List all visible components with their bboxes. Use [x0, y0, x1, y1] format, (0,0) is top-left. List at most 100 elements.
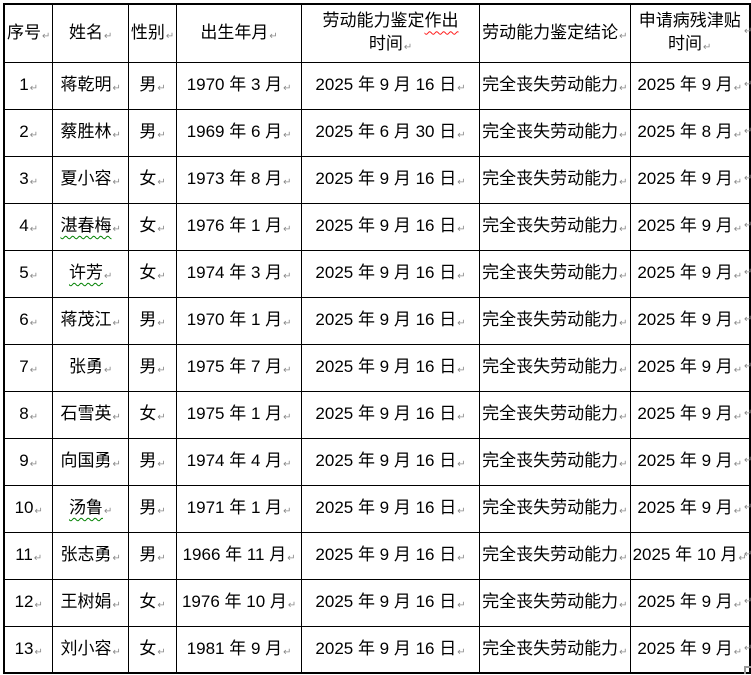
- apply-date-cell[interactable]: 2025 年 9 月↵: [629, 578, 751, 627]
- assessment-date-cell[interactable]: 2025 年 6 月 30 日↵: [300, 108, 481, 157]
- name-cell[interactable]: 石雪英↵: [52, 390, 129, 439]
- apply-date-cell[interactable]: 2025 年 8 月↵: [629, 108, 751, 157]
- header-conclusion-cell[interactable]: 劳动能力鉴定结论↵: [479, 3, 631, 63]
- serial-cell[interactable]: 4↵: [3, 202, 54, 251]
- assessment-date-cell[interactable]: 2025 年 9 月 16 日↵: [300, 296, 481, 345]
- birth-date-cell[interactable]: 1970 年 3 月↵: [176, 61, 302, 110]
- assessment-date-cell[interactable]: 2025 年 9 月 16 日↵: [300, 578, 481, 627]
- assessment-date-cell[interactable]: 2025 年 9 月 16 日↵: [300, 343, 481, 392]
- name-cell[interactable]: 湛春梅↵: [52, 202, 129, 251]
- conclusion-cell[interactable]: 完全丧失劳动能力↵: [479, 484, 631, 533]
- assessment-date-cell[interactable]: 2025 年 9 月 16 日↵: [300, 484, 481, 533]
- conclusion-cell[interactable]: 完全丧失劳动能力↵: [479, 108, 631, 157]
- serial-cell[interactable]: 10↵: [3, 484, 54, 533]
- name-cell[interactable]: 张志勇↵: [52, 531, 129, 580]
- serial-cell[interactable]: 12↵: [3, 578, 54, 627]
- birth-date-cell[interactable]: 1981 年 9 月↵: [176, 625, 302, 674]
- conclusion-cell[interactable]: 完全丧失劳动能力↵: [479, 296, 631, 345]
- apply-date-cell[interactable]: 2025 年 9 月↵: [629, 155, 751, 204]
- serial-cell[interactable]: 7↵: [3, 343, 54, 392]
- gender-cell[interactable]: 女↵: [127, 578, 178, 627]
- header-name-cell[interactable]: 姓名↵: [52, 3, 129, 63]
- gender-cell[interactable]: 男↵: [127, 61, 178, 110]
- gender-cell[interactable]: 男↵: [127, 437, 178, 486]
- name-cell[interactable]: 刘小容↵: [52, 625, 129, 674]
- birth-date-cell[interactable]: 1975 年 1 月↵: [176, 390, 302, 439]
- birth-date-cell[interactable]: 1974 年 3 月↵: [176, 249, 302, 298]
- gender-cell[interactable]: 女↵: [127, 155, 178, 204]
- serial-cell[interactable]: 3↵: [3, 155, 54, 204]
- assessment-date-cell[interactable]: 2025 年 9 月 16 日↵: [300, 155, 481, 204]
- assessment-date-cell[interactable]: 2025 年 9 月 16 日↵: [300, 61, 481, 110]
- header-assessment-date-cell[interactable]: 劳动能力鉴定作出 时间↵: [300, 3, 481, 63]
- apply-date-cell[interactable]: 2025 年 9 月↵: [629, 343, 751, 392]
- conclusion-cell[interactable]: 完全丧失劳动能力↵: [479, 531, 631, 580]
- apply-date-cell[interactable]: 2025 年 9 月↵: [629, 249, 751, 298]
- birth-date-cell[interactable]: 1970 年 1 月↵: [176, 296, 302, 345]
- assessment-date-cell[interactable]: 2025 年 9 月 16 日↵: [300, 437, 481, 486]
- gender-cell[interactable]: 男↵: [127, 343, 178, 392]
- apply-date-cell[interactable]: 2025 年 9 月↵: [629, 484, 751, 533]
- conclusion-cell[interactable]: 完全丧失劳动能力↵: [479, 202, 631, 251]
- serial-cell[interactable]: 1↵: [3, 61, 54, 110]
- name-cell[interactable]: 蒋茂江↵: [52, 296, 129, 345]
- conclusion-cell[interactable]: 完全丧失劳动能力↵: [479, 625, 631, 674]
- name-cell[interactable]: 夏小容↵: [52, 155, 129, 204]
- conclusion-cell[interactable]: 完全丧失劳动能力↵: [479, 249, 631, 298]
- birth-date-cell[interactable]: 1973 年 8 月↵: [176, 155, 302, 204]
- apply-date-cell[interactable]: 2025 年 10 月↵: [629, 531, 751, 580]
- name-cell[interactable]: 蔡胜林↵: [52, 108, 129, 157]
- birth-date-cell[interactable]: 1976 年 1 月↵: [176, 202, 302, 251]
- table-resize-handle-icon[interactable]: [744, 666, 751, 674]
- serial-cell[interactable]: 9↵: [3, 437, 54, 486]
- serial-cell[interactable]: 6↵: [3, 296, 54, 345]
- name-cell[interactable]: 许芳↵: [52, 249, 129, 298]
- apply-date-cell[interactable]: 2025 年 9 月↵: [629, 61, 751, 110]
- apply-date-cell[interactable]: 2025 年 9 月↵: [629, 296, 751, 345]
- birth-date-cell[interactable]: 1971 年 1 月↵: [176, 484, 302, 533]
- serial-cell[interactable]: 11↵: [3, 531, 54, 580]
- assessment-date-cell[interactable]: 2025 年 9 月 16 日↵: [300, 531, 481, 580]
- gender-cell[interactable]: 男↵: [127, 531, 178, 580]
- header-birth-cell[interactable]: 出生年月↵: [176, 3, 302, 63]
- gender-cell[interactable]: 女↵: [127, 249, 178, 298]
- name-cell[interactable]: 王树娟↵: [52, 578, 129, 627]
- conclusion-cell[interactable]: 完全丧失劳动能力↵: [479, 578, 631, 627]
- apply-date-cell[interactable]: 2025 年 9 月↵: [629, 625, 751, 674]
- serial-cell[interactable]: 8↵: [3, 390, 54, 439]
- name-cell[interactable]: 蒋乾明↵: [52, 61, 129, 110]
- header-serial-cell[interactable]: 序号↵: [3, 3, 54, 63]
- gender-cell[interactable]: 女↵: [127, 390, 178, 439]
- assessment-date-cell[interactable]: 2025 年 9 月 16 日↵: [300, 390, 481, 439]
- gender-cell[interactable]: 男↵: [127, 296, 178, 345]
- gender-cell[interactable]: 男↵: [127, 108, 178, 157]
- name-cell[interactable]: 张勇↵: [52, 343, 129, 392]
- apply-date-cell[interactable]: 2025 年 9 月↵: [629, 202, 751, 251]
- birth-date-cell[interactable]: 1975 年 7 月↵: [176, 343, 302, 392]
- gender-cell[interactable]: 男↵: [127, 484, 178, 533]
- conclusion-cell[interactable]: 完全丧失劳动能力↵: [479, 390, 631, 439]
- header-gender-cell[interactable]: 性别↵: [127, 3, 178, 63]
- header-apply-date-cell[interactable]: 申请病残津贴 时间↵: [629, 3, 751, 63]
- serial-cell[interactable]: 2↵: [3, 108, 54, 157]
- birth-date-cell[interactable]: 1976 年 10 月↵: [176, 578, 302, 627]
- assessment-date-cell[interactable]: 2025 年 9 月 16 日↵: [300, 249, 481, 298]
- serial-cell[interactable]: 5↵: [3, 249, 54, 298]
- conclusion-cell[interactable]: 完全丧失劳动能力↵: [479, 155, 631, 204]
- birth-date-cell[interactable]: 1974 年 4 月↵: [176, 437, 302, 486]
- apply-date-cell[interactable]: 2025 年 9 月↵: [629, 437, 751, 486]
- conclusion-cell[interactable]: 完全丧失劳动能力↵: [479, 437, 631, 486]
- assessment-date-cell[interactable]: 2025 年 9 月 16 日↵: [300, 625, 481, 674]
- gender-cell[interactable]: 女↵: [127, 202, 178, 251]
- conclusion-cell[interactable]: 完全丧失劳动能力↵: [479, 343, 631, 392]
- birth-date-cell[interactable]: 1966 年 11 月↵: [176, 531, 302, 580]
- name-cell[interactable]: 向国勇↵: [52, 437, 129, 486]
- birth-date-cell[interactable]: 1969 年 6 月↵: [176, 108, 302, 157]
- assessment-date-cell[interactable]: 2025 年 9 月 16 日↵: [300, 202, 481, 251]
- name-cell[interactable]: 汤鲁↵: [52, 484, 129, 533]
- conclusion-cell[interactable]: 完全丧失劳动能力↵: [479, 61, 631, 110]
- serial-cell[interactable]: 13↵: [3, 625, 54, 674]
- apply-date-cell[interactable]: 2025 年 9 月↵: [629, 390, 751, 439]
- birth-date-cell-text: 1973 年 8 月: [186, 169, 283, 189]
- gender-cell[interactable]: 女↵: [127, 625, 178, 674]
